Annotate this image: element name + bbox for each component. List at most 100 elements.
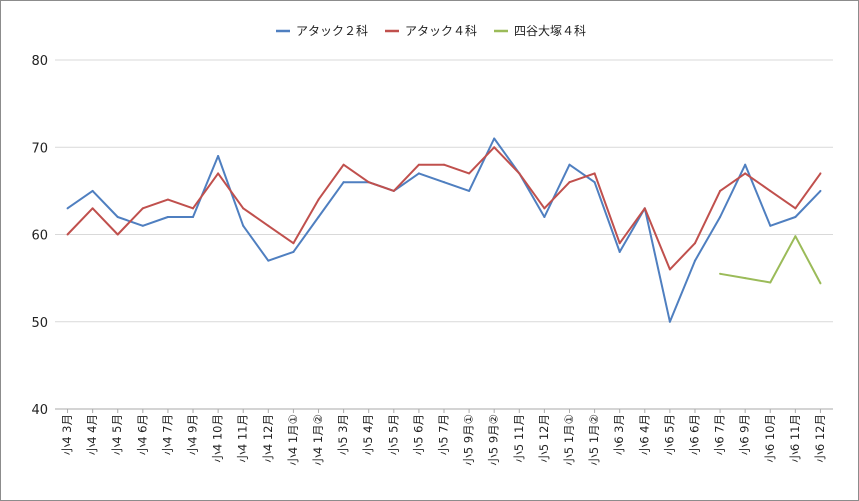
x-tick-label: 小4 11月 [236, 414, 250, 463]
data-point [769, 224, 772, 227]
data-point [166, 216, 169, 219]
data-point [719, 189, 722, 192]
data-point [794, 207, 797, 210]
data-point [443, 181, 445, 184]
x-tick-label: 小6 4月 [637, 414, 651, 455]
data-point [719, 272, 722, 275]
data-point [116, 233, 119, 236]
data-point [217, 154, 220, 157]
data-point [367, 181, 370, 184]
data-point [141, 207, 144, 210]
data-point [166, 198, 169, 201]
data-point [116, 216, 119, 219]
x-axis-ticks: 小4 3月 小4 4月 小4 5月 小4 6月 小4 7月 小4 9月 小4 10月 小4 1… [60, 409, 827, 466]
x-tick-label: 小6 7月 [713, 414, 727, 455]
data-point [744, 172, 747, 175]
data-point [493, 146, 496, 149]
data-point [744, 277, 747, 280]
y-axis-ticks: 40 50 60 70 80 [31, 54, 48, 418]
x-tick-label: 小6 3月 [612, 414, 626, 455]
x-tick-label: 小6 10月 [763, 414, 777, 463]
x-tick-label: 小5 1月② [587, 414, 601, 466]
legend-label: アタック４科 [405, 24, 477, 38]
y-tick-label: 70 [31, 141, 48, 156]
data-point [217, 172, 220, 175]
legend-label: 四谷大塚４科 [514, 24, 586, 38]
x-tick-label: 小4 10月 [211, 414, 225, 463]
data-point [769, 281, 772, 284]
x-tick-label: 小4 5月 [110, 414, 124, 455]
x-tick-label: 小4 9月 [186, 414, 200, 455]
data-point [493, 137, 496, 140]
x-tick-label: 小4 7月 [160, 414, 174, 455]
data-point [693, 242, 696, 245]
x-tick-label: 小5 4月 [361, 414, 375, 455]
series-line-2 [719, 235, 822, 284]
data-point [91, 207, 94, 210]
data-point [543, 216, 546, 219]
data-point [618, 242, 621, 245]
data-point [593, 181, 596, 184]
data-point [242, 207, 245, 210]
x-tick-label: 小4 12月 [261, 414, 275, 463]
gridlines [55, 59, 833, 410]
data-point [242, 224, 245, 227]
data-point [91, 189, 94, 192]
data-point [192, 216, 195, 219]
data-point [668, 268, 671, 271]
x-tick-label: 小5 9月① [462, 414, 476, 466]
x-tick-label: 小5 12月 [537, 414, 551, 463]
data-point [267, 259, 270, 262]
x-tick-label: 小5 3月 [336, 414, 350, 455]
data-point [317, 216, 320, 219]
data-point [568, 181, 571, 184]
data-point [443, 163, 445, 166]
series-lines [66, 137, 822, 323]
data-point [141, 224, 144, 227]
x-tick-label: 小6 12月 [813, 414, 827, 463]
data-point [342, 163, 345, 166]
data-point [267, 224, 270, 227]
x-tick-label: 小5 1月① [562, 414, 576, 466]
legend-label: アタック２科 [296, 24, 368, 38]
data-point [392, 189, 395, 192]
x-tick-label: 小5 6月 [411, 414, 425, 455]
data-point [568, 163, 571, 166]
data-point [668, 320, 671, 323]
x-tick-label: 小5 7月 [437, 414, 451, 455]
data-point [618, 250, 621, 253]
x-tick-label: 小6 11月 [788, 414, 802, 463]
data-point [192, 207, 195, 210]
data-point [819, 172, 822, 175]
x-tick-label: 小5 11月 [512, 414, 526, 463]
data-point [719, 216, 722, 219]
y-tick-label: 50 [31, 316, 48, 331]
data-point [593, 172, 596, 175]
data-point [417, 172, 420, 175]
data-point [292, 242, 295, 245]
x-tick-label: 小6 5月 [662, 414, 676, 455]
data-point [66, 233, 69, 236]
y-tick-label: 40 [31, 403, 48, 418]
y-tick-label: 80 [31, 54, 48, 69]
data-point [819, 189, 822, 192]
data-point [66, 207, 69, 210]
data-point [543, 207, 546, 210]
data-point [417, 163, 420, 166]
data-point [468, 172, 471, 175]
x-tick-label: 小6 6月 [687, 414, 701, 455]
data-point [342, 181, 345, 184]
data-point [769, 189, 772, 192]
data-point [468, 189, 471, 192]
x-tick-label: 小5 9月② [487, 414, 501, 466]
data-point [292, 250, 295, 253]
data-point [317, 198, 320, 201]
y-tick-label: 60 [31, 229, 48, 244]
x-tick-label: 小4 1月② [311, 414, 325, 466]
data-point [643, 207, 646, 210]
data-point [794, 216, 797, 219]
data-point [794, 235, 797, 238]
data-point [693, 259, 696, 262]
